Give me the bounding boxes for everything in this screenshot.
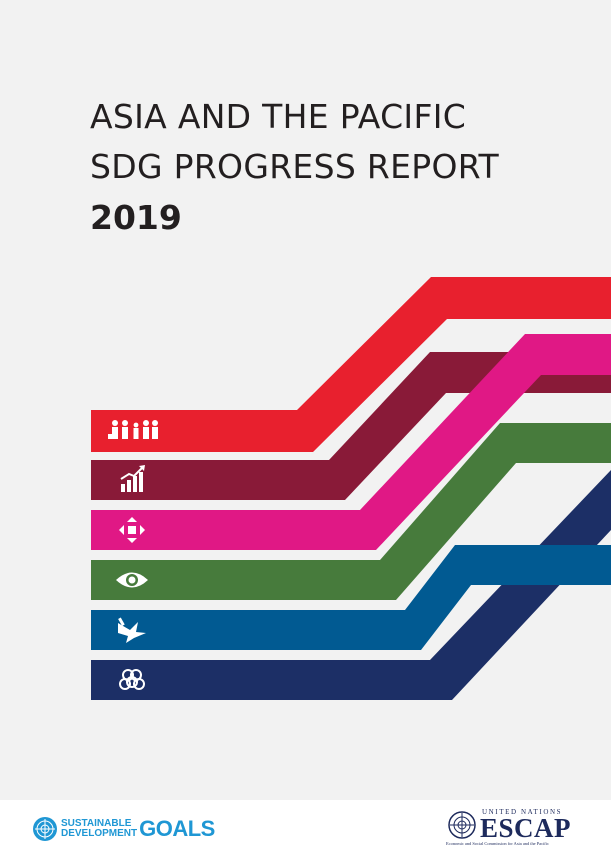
knot-icon [119, 669, 145, 690]
footer [0, 800, 611, 856]
dove-icon [118, 617, 146, 643]
ribbon-partnership [91, 470, 611, 700]
escap-name: ESCAP [480, 813, 572, 843]
sdg-line-1: SUSTAINABLE [61, 818, 132, 829]
report-year: 2019 [90, 198, 182, 237]
arrows-icon [119, 517, 145, 543]
un-emblem-icon [448, 811, 476, 839]
eye-icon [116, 572, 148, 588]
ribbon-environment [91, 423, 611, 600]
ribbon-people [91, 277, 611, 452]
people-icon [108, 420, 158, 439]
escap-logo: UNITED NATIONS ESCAP Economic and Social… [446, 806, 586, 850]
ribbon-planet [91, 334, 611, 550]
sdg-text: SUSTAINABLE DEVELOPMENT [61, 819, 137, 839]
sdg-line-2: DEVELOPMENT [61, 828, 138, 839]
ribbon-peace [91, 545, 611, 650]
title-line-2: SDG PROGRESS REPORT [90, 147, 499, 186]
escap-subtitle: Economic and Social Commission for Asia … [446, 841, 549, 846]
growth-chart-icon [120, 465, 145, 492]
escap-un-text: UNITED NATIONS [482, 808, 563, 816]
title-block: ASIA AND THE PACIFIC SDG PROGRESS REPORT… [90, 92, 499, 244]
un-globe-icon [33, 817, 57, 841]
title-line-1: ASIA AND THE PACIFIC [90, 97, 467, 136]
sdg-goals: GOALS [139, 816, 215, 841]
sdg-logo: SUSTAINABLE DEVELOPMENT GOALS [32, 814, 215, 844]
